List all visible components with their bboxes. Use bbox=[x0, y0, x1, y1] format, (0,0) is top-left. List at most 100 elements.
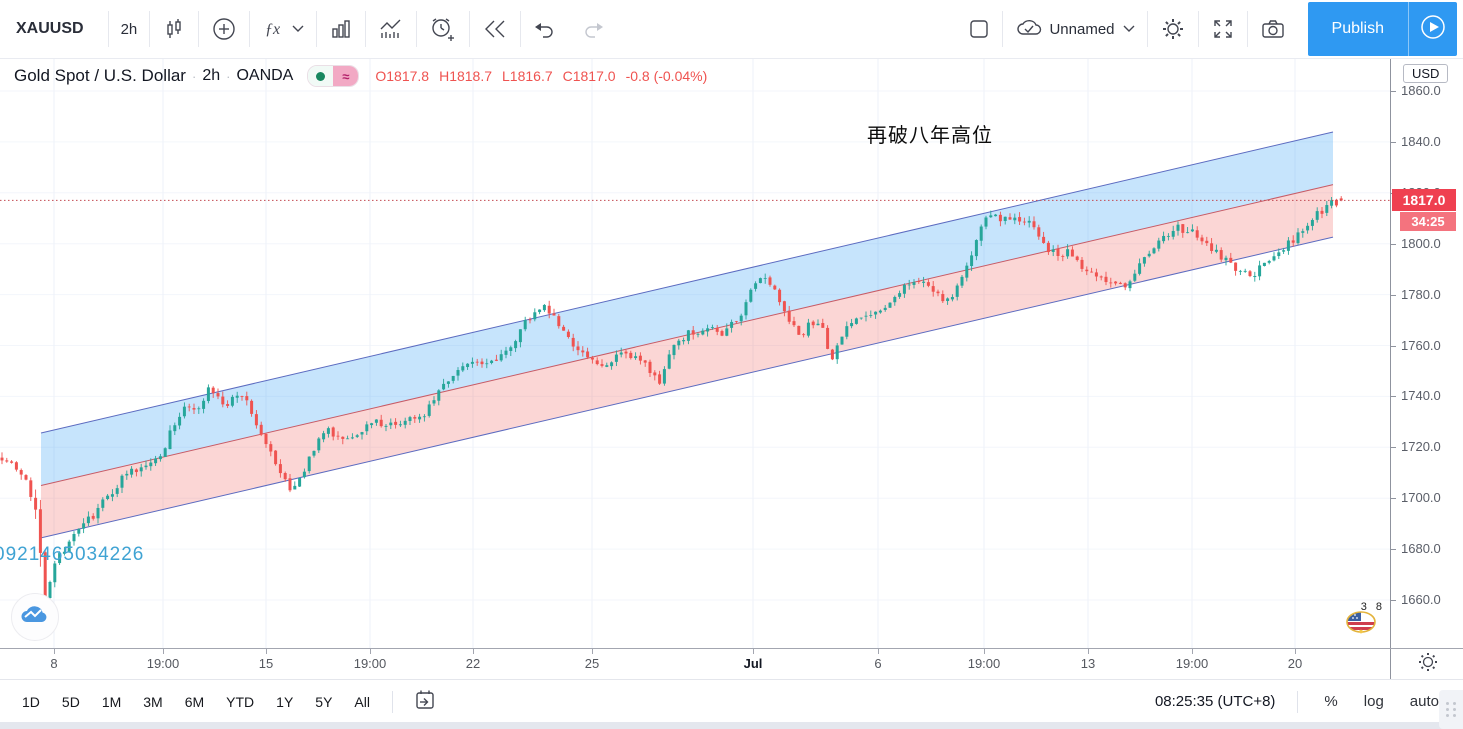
range-button-3m[interactable]: 3M bbox=[143, 693, 163, 710]
price-axis-tick bbox=[1391, 600, 1396, 601]
undo-button[interactable] bbox=[521, 10, 569, 48]
price-axis-label: 1860.0 bbox=[1401, 83, 1441, 98]
alarm-clock-plus-icon bbox=[429, 16, 457, 42]
plus-circle-icon bbox=[211, 16, 237, 42]
separator bbox=[391, 690, 393, 713]
range-button-5d[interactable]: 5D bbox=[61, 693, 80, 710]
separator bbox=[1197, 11, 1199, 47]
time-axis-tick bbox=[473, 649, 474, 654]
auto-scale-button[interactable]: auto bbox=[1409, 693, 1439, 710]
snapshot-button[interactable] bbox=[1248, 10, 1298, 48]
price-axis[interactable]: USD 1817.0 34:25 1860.01840.01820.01800.… bbox=[1390, 58, 1463, 648]
sun-theme-icon bbox=[1417, 651, 1439, 678]
price-axis-tick bbox=[1391, 498, 1396, 500]
redo-button[interactable] bbox=[569, 10, 617, 48]
layout-button[interactable] bbox=[956, 10, 1002, 48]
alert-button[interactable] bbox=[417, 10, 469, 48]
session-clock[interactable]: 08:25:35 (UTC+8) bbox=[1154, 693, 1276, 710]
time-axis-label[interactable]: 25 bbox=[584, 656, 600, 671]
time-axis-label[interactable]: 19:00 bbox=[353, 656, 387, 671]
range-button-1y[interactable]: 1Y bbox=[276, 693, 294, 710]
time-axis-label[interactable]: 15 bbox=[258, 656, 274, 671]
currency-label[interactable]: USD bbox=[1403, 64, 1449, 83]
camera-icon bbox=[1260, 17, 1286, 41]
range-button-ytd[interactable]: YTD bbox=[226, 693, 255, 710]
range-button-1d[interactable]: 1D bbox=[22, 693, 40, 710]
bottom-toolbar: 1D 5D 1M 3M 6M YTD 1Y 5Y All 08:25:35 (UTC+8) % … bbox=[0, 679, 1463, 723]
time-axis-tick bbox=[370, 649, 371, 654]
broker-cloud-logo[interactable] bbox=[11, 593, 59, 641]
time-axis-tick bbox=[753, 649, 754, 654]
chevron-down-icon bbox=[292, 25, 304, 33]
gear-icon bbox=[1160, 16, 1186, 42]
time-axis-label[interactable]: 22 bbox=[465, 656, 481, 671]
log-scale-button[interactable]: log bbox=[1363, 693, 1384, 710]
cloud-save-button[interactable]: Unnamed bbox=[1003, 10, 1146, 48]
time-axis-label[interactable]: 19:00 bbox=[146, 656, 180, 671]
compare-button[interactable] bbox=[199, 10, 249, 48]
legend-title[interactable]: Gold Spot / U.S. Dollar bbox=[14, 66, 186, 85]
legend-exchange[interactable]: OANDA bbox=[236, 67, 294, 84]
calendar-arrow-icon bbox=[413, 688, 437, 715]
approx-data-badge: ≈ bbox=[333, 66, 359, 86]
separator bbox=[1297, 690, 1299, 713]
bottom-right-group: 08:25:35 (UTC+8) % log auto bbox=[1154, 690, 1463, 713]
price-axis-tick bbox=[1391, 345, 1396, 347]
time-axis-tick bbox=[878, 649, 879, 654]
cloud-check-icon bbox=[1015, 17, 1045, 41]
candlestick-chart[interactable] bbox=[0, 58, 1390, 648]
bar-replay-button[interactable] bbox=[470, 10, 520, 48]
separator bbox=[107, 11, 109, 47]
fullscreen-button[interactable] bbox=[1199, 10, 1247, 48]
time-axis-label[interactable]: Jul bbox=[743, 656, 763, 671]
publish-button[interactable]: Publish bbox=[1307, 2, 1408, 56]
layout-name-label: Unnamed bbox=[1049, 20, 1115, 38]
high-value: H1818.7 bbox=[439, 68, 493, 84]
price-axis-label: 1680.0 bbox=[1401, 541, 1441, 557]
separator bbox=[149, 11, 151, 47]
time-axis-label[interactable]: 8 bbox=[50, 656, 58, 671]
axis-corner-cell[interactable] bbox=[1390, 649, 1463, 680]
range-button-all[interactable]: All bbox=[354, 693, 370, 710]
interval-button[interactable]: 2h bbox=[120, 20, 138, 38]
templates-button[interactable] bbox=[317, 10, 365, 48]
chart-plot-area[interactable]: 0921465034226 Gold Spot / U.S. Dollar · … bbox=[0, 58, 1390, 648]
undo-arrow-icon bbox=[533, 18, 557, 40]
price-axis-label: 1760.0 bbox=[1401, 337, 1441, 353]
ohlc-values: O1817.8 H1818.7 L1816.7 C1817.0 -0.8 (-0… bbox=[375, 68, 707, 84]
top-toolbar: XAUUSD 2h ƒx bbox=[0, 0, 1463, 59]
legend-interval[interactable]: 2h bbox=[202, 67, 221, 84]
settings-button[interactable] bbox=[1148, 10, 1198, 48]
data-status-pill[interactable]: ≈ bbox=[307, 65, 360, 87]
percent-scale-button[interactable]: % bbox=[1324, 693, 1338, 710]
time-axis-label[interactable]: 19:00 bbox=[967, 656, 1001, 671]
price-axis-label: 1740.0 bbox=[1401, 388, 1441, 404]
expand-arrows-icon bbox=[1211, 17, 1235, 41]
time-axis-label[interactable]: 20 bbox=[1287, 656, 1303, 671]
price-axis-tick bbox=[1391, 447, 1396, 449]
range-button-1m[interactable]: 1M bbox=[101, 693, 122, 710]
close-value: C1817.0 bbox=[562, 68, 616, 84]
parallel-channel-drawing[interactable] bbox=[40, 131, 1334, 539]
time-axis-label[interactable]: 19:00 bbox=[1175, 656, 1209, 671]
indicators-button[interactable]: ƒx bbox=[250, 10, 316, 48]
chinese-annotation-text[interactable]: 再破八年高位 bbox=[867, 125, 993, 147]
time-axis[interactable]: 8 19:00 15 19:00 22 25 Jul 6 19:00 13 19:00 20 bbox=[0, 648, 1463, 680]
time-axis-tick bbox=[592, 649, 593, 654]
time-axis-label[interactable]: 13 bbox=[1080, 656, 1096, 671]
legend-separator: · bbox=[226, 68, 231, 84]
fundamentals-button[interactable] bbox=[366, 10, 416, 48]
time-axis-tick bbox=[163, 649, 164, 654]
drag-handle[interactable] bbox=[1439, 690, 1463, 729]
chart-type-button[interactable] bbox=[150, 10, 198, 48]
separator bbox=[316, 11, 318, 47]
separator bbox=[520, 11, 522, 47]
symbol-button[interactable]: XAUUSD bbox=[16, 20, 84, 37]
range-button-6m[interactable]: 6M bbox=[184, 693, 205, 710]
range-button-5y[interactable]: 5Y bbox=[315, 693, 333, 710]
publish-play-button[interactable] bbox=[1408, 2, 1457, 56]
go-to-date-button[interactable] bbox=[413, 688, 437, 715]
legend-separator: · bbox=[191, 68, 197, 84]
time-axis-label[interactable]: 6 bbox=[874, 656, 882, 671]
redo-arrow-icon bbox=[581, 18, 605, 40]
